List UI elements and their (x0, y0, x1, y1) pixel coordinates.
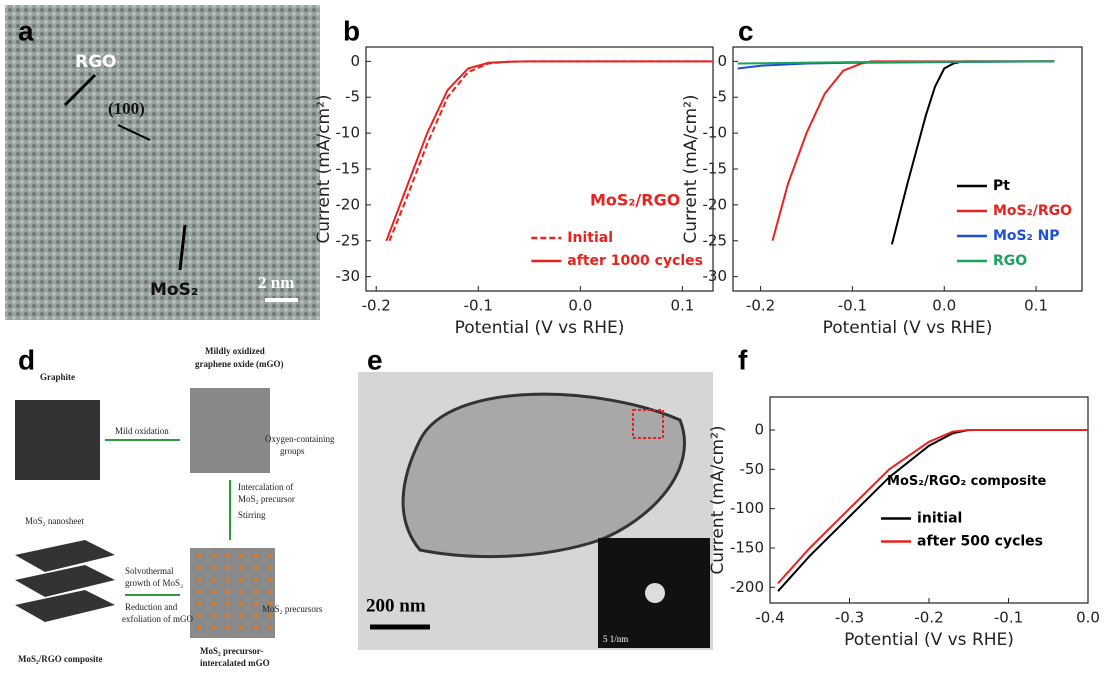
y-tick-label: -5 (712, 88, 727, 106)
x-tick-label: -0.1 (994, 609, 1023, 627)
scale-label: 200 nm (366, 595, 426, 616)
y-tick-label: -20 (336, 195, 361, 213)
y-tick-label: 0 (717, 52, 727, 70)
y-tick-label: -150 (730, 538, 764, 556)
x-tick-label: -0.1 (838, 297, 867, 315)
panel-label: d (18, 344, 35, 375)
arrow (117, 124, 151, 141)
x-tick-label: 0.0 (932, 297, 956, 315)
x-tick-label: 0.0 (1076, 609, 1100, 627)
legend-label: after 500 cycles (917, 534, 1043, 550)
annotation: MoS₂/RGO (590, 191, 680, 210)
diagram-label: MoS₂ precursor- (200, 646, 263, 656)
image-label: (100) (108, 99, 145, 118)
y-tick-label: -30 (703, 267, 728, 285)
diagram-label: Stirring (238, 510, 266, 520)
legend-label: Pt (993, 178, 1010, 194)
diagram-label: MoS₂ nanosheet (25, 516, 84, 526)
diagram-label: Oxygen-containing (265, 434, 335, 444)
x-tick-label: -0.4 (755, 609, 784, 627)
y-tick-label: -10 (336, 124, 361, 142)
scale-label: 5 1/nm (603, 634, 628, 644)
graphite-block (15, 400, 100, 480)
diagram-label: graphene oxide (mGO) (195, 359, 284, 369)
diagram-label: Solvothermal (125, 566, 174, 576)
panel-label: e (367, 344, 383, 375)
x-axis-label: Potential (V vs RHE) (455, 318, 625, 338)
image-label: RGO (75, 52, 117, 72)
y-tick-label: 0 (350, 52, 360, 70)
x-tick-label: -0.1 (464, 297, 493, 315)
diagram-label: Mild oxidation (115, 426, 169, 436)
x-tick-label: -0.2 (914, 609, 943, 627)
y-tick-label: -10 (703, 124, 728, 142)
series-line (737, 60, 1055, 65)
y-tick-label: -5 (345, 88, 360, 106)
series-line (777, 429, 1088, 584)
sheets (15, 540, 115, 622)
arrow (63, 73, 97, 107)
x-tick-label: -0.3 (835, 609, 864, 627)
diagram-label: MoS₂/RGO composite (18, 654, 102, 664)
y-tick-label: -100 (730, 499, 764, 517)
tem-image (5, 5, 320, 320)
x-tick-label: 0.1 (670, 297, 694, 315)
diagram-label: exfoliation of mGO (122, 614, 193, 624)
panel-label: f (738, 344, 748, 375)
panel-label: c (738, 15, 754, 46)
diagram-label: Intercalation of (238, 482, 293, 492)
diagram-label: groups (280, 446, 305, 456)
diagram-label: growth of MoS₂ (125, 578, 183, 588)
x-axis-label: Potential (V vs RHE) (823, 318, 993, 338)
highlight-box (632, 409, 664, 439)
y-tick-label: -50 (740, 460, 765, 478)
diagram-label: Graphite (40, 372, 75, 382)
x-tick-label: -0.2 (746, 297, 775, 315)
y-axis-label: Current (mA/cm²) (314, 94, 334, 243)
arrow (178, 224, 187, 271)
panel-label: a (18, 15, 34, 46)
y-axis-label: Current (mA/cm²) (708, 425, 728, 574)
y-tick-label: 0 (754, 421, 764, 439)
y-tick-label: -15 (703, 160, 728, 178)
legend-label: initial (917, 511, 962, 527)
y-tick-label: -30 (336, 267, 361, 285)
x-tick-label: 0.0 (568, 297, 592, 315)
series-line (385, 60, 713, 242)
x-tick-label: -0.2 (362, 297, 391, 315)
y-tick-label: -25 (336, 231, 361, 249)
precursor-dots (190, 548, 275, 638)
diagram-label: MoS₂ precursor (238, 494, 295, 504)
nanosheet-blob (401, 392, 686, 559)
mgo-block (190, 388, 270, 473)
plot-frame (732, 46, 1083, 292)
diagram-label: intercalated mGO (200, 658, 270, 668)
legend-label: RGO (993, 253, 1027, 269)
schematic (15, 388, 275, 638)
panel-label: b (343, 15, 360, 46)
x-axis-label: Potential (V vs RHE) (844, 630, 1014, 650)
legend-label: MoS₂ NP (993, 228, 1060, 244)
image-label: MoS₂ (150, 280, 198, 300)
y-axis-label: Current (mA/cm²) (681, 94, 701, 243)
plot-frame (769, 396, 1089, 604)
y-tick-label: -25 (703, 231, 728, 249)
saed-center (645, 583, 665, 603)
legend-label: MoS₂/RGO (993, 203, 1072, 219)
diagram-label: MoS₂ precursors (262, 604, 323, 614)
diagram-label: Mildly oxidized (205, 346, 265, 356)
y-tick-label: -20 (703, 195, 728, 213)
y-tick-label: -200 (730, 578, 764, 596)
series-line (388, 60, 713, 242)
legend-label: Initial (567, 230, 613, 246)
diagram-label: Reduction and (125, 602, 178, 612)
legend-label: after 1000 cycles (567, 253, 703, 269)
scale-label: 2 nm (258, 273, 294, 292)
annotation: MoS₂/RGO₂ composite (887, 474, 1046, 489)
y-tick-label: -15 (336, 160, 361, 178)
x-tick-label: 0.1 (1024, 297, 1048, 315)
